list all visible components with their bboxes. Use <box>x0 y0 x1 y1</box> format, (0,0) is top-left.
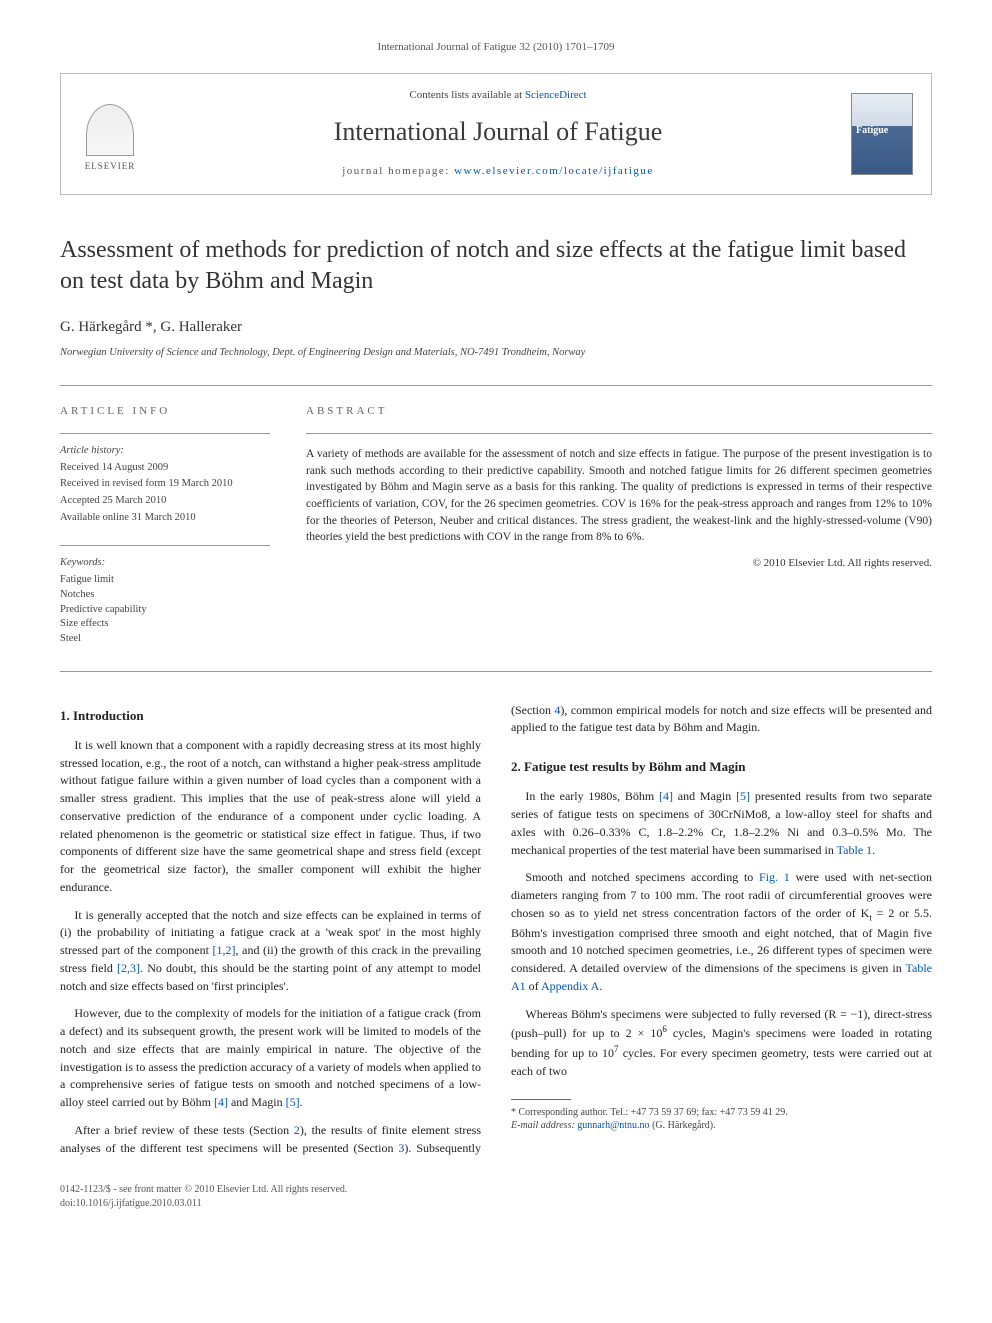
contents-prefix: Contents lists available at <box>409 89 524 101</box>
info-abstract-row: ARTICLE INFO Article history: Received 1… <box>60 386 932 671</box>
section1-heading: 1. Introduction <box>60 706 481 725</box>
info-heading: ARTICLE INFO <box>60 404 270 419</box>
revised-date: Received in revised form 19 March 2010 <box>60 477 270 492</box>
keyword: Fatigue limit <box>60 573 270 588</box>
section1-p2: It is generally accepted that the notch … <box>60 907 481 996</box>
figure-link[interactable]: Fig. 1 <box>759 870 790 884</box>
cover-label: Fatigue <box>856 124 888 138</box>
elsevier-logo: ELSEVIER <box>75 95 145 173</box>
email-who: (G. Härkegård). <box>652 1120 716 1131</box>
body-columns: 1. Introduction It is well known that a … <box>60 702 932 1158</box>
email-label: E-mail address: <box>511 1120 575 1131</box>
keyword: Notches <box>60 588 270 603</box>
sciencedirect-link[interactable]: ScienceDirect <box>525 89 587 101</box>
text: ), common empirical models for notch and… <box>511 703 932 735</box>
email-link[interactable]: gunnarh@ntnu.no <box>577 1120 649 1131</box>
ref-link[interactable]: [4] <box>659 789 673 803</box>
online-date: Available online 31 March 2010 <box>60 511 270 526</box>
ref-link[interactable]: [4] <box>214 1095 228 1109</box>
publisher-name: ELSEVIER <box>85 160 136 173</box>
section2-heading: 2. Fatigue test results by Böhm and Magi… <box>511 757 932 776</box>
abstract-column: ABSTRACT A variety of methods are availa… <box>306 404 932 647</box>
text: Smooth and notched specimens according t… <box>525 870 759 884</box>
section1-p3: However, due to the complexity of models… <box>60 1005 481 1112</box>
text: However, due to the complexity of models… <box>60 1006 481 1109</box>
history-label: Article history: <box>60 444 270 459</box>
ref-link[interactable]: [5] <box>286 1095 300 1109</box>
article-info-column: ARTICLE INFO Article history: Received 1… <box>60 404 270 647</box>
section2-p1: In the early 1980s, Böhm [4] and Magin [… <box>511 788 932 859</box>
keyword: Size effects <box>60 617 270 632</box>
abstract-heading: ABSTRACT <box>306 404 932 419</box>
ref-link[interactable]: [5] <box>736 789 750 803</box>
footer-copyright: 0142-1123/$ - see front matter © 2010 El… <box>60 1183 932 1197</box>
contents-line: Contents lists available at ScienceDirec… <box>163 88 833 103</box>
authors: G. Härkegård *, G. Halleraker <box>60 317 932 338</box>
appendix-link[interactable]: Appendix A <box>541 979 599 993</box>
text: . <box>300 1095 303 1109</box>
table-link[interactable]: Table 1 <box>837 843 872 857</box>
corresponding-author-note: * Corresponding author. Tel.: +47 73 59 … <box>511 1106 932 1120</box>
footnote-rule <box>511 1099 571 1100</box>
text: . <box>599 979 602 993</box>
footer-doi: doi:10.1016/j.ijfatigue.2010.03.011 <box>60 1197 932 1211</box>
journal-name: International Journal of Fatigue <box>163 114 833 150</box>
received-date: Received 14 August 2009 <box>60 461 270 476</box>
footnote-block: * Corresponding author. Tel.: +47 73 59 … <box>511 1099 932 1133</box>
abstract-text: A variety of methods are available for t… <box>306 446 932 546</box>
text: and Magin <box>228 1095 286 1109</box>
journal-cover-thumb: Fatigue <box>851 93 913 175</box>
header-center: Contents lists available at ScienceDirec… <box>163 88 833 179</box>
page-footer: 0142-1123/$ - see front matter © 2010 El… <box>60 1183 932 1211</box>
text: and Magin <box>673 789 736 803</box>
ref-link[interactable]: [1,2] <box>213 943 236 957</box>
keyword: Predictive capability <box>60 603 270 618</box>
journal-header-box: ELSEVIER Contents lists available at Sci… <box>60 73 932 194</box>
abstract-copyright: © 2010 Elsevier Ltd. All rights reserved… <box>306 556 932 571</box>
section2-p3: Whereas Böhm's specimens were subjected … <box>511 1006 932 1081</box>
section1-p1: It is well known that a component with a… <box>60 737 481 897</box>
affiliation: Norwegian University of Science and Tech… <box>60 346 932 361</box>
homepage-line: journal homepage: www.elsevier.com/locat… <box>163 164 833 179</box>
section2-p2: Smooth and notched specimens according t… <box>511 869 932 995</box>
elsevier-tree-icon <box>86 104 134 156</box>
email-line: E-mail address: gunnarh@ntnu.no (G. Härk… <box>511 1119 932 1133</box>
keywords-label: Keywords: <box>60 556 270 571</box>
text: In the early 1980s, Böhm <box>525 789 659 803</box>
divider-bottom <box>60 671 932 672</box>
text: of <box>526 979 541 993</box>
text: After a brief review of these tests (Sec… <box>74 1123 293 1137</box>
ref-link[interactable]: [2,3] <box>117 961 140 975</box>
journal-reference: International Journal of Fatigue 32 (201… <box>60 40 932 55</box>
homepage-prefix: journal homepage: <box>342 165 454 177</box>
homepage-link[interactable]: www.elsevier.com/locate/ijfatigue <box>454 165 654 177</box>
keyword: Steel <box>60 632 270 647</box>
accepted-date: Accepted 25 March 2010 <box>60 494 270 509</box>
article-title: Assessment of methods for prediction of … <box>60 235 932 297</box>
text: . <box>872 843 875 857</box>
